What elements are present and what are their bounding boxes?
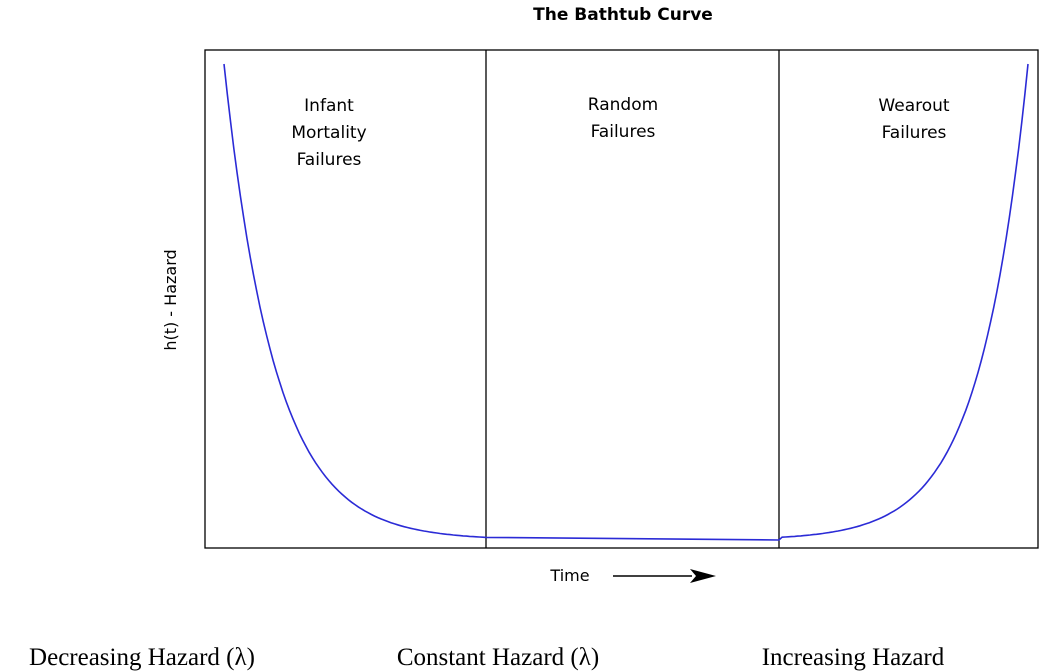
plot-area	[204, 49, 1039, 549]
x-axis-label: Time	[549, 566, 589, 585]
region-label-1: Infant Mortality Failures	[291, 96, 366, 170]
region-label-3: Wearout Failures	[878, 96, 949, 143]
hazard-label-2: Constant Hazard (λ)	[397, 644, 599, 671]
hazard-curve	[223, 63, 1029, 541]
hazard-labels: Decreasing Hazard (λ) Constant Hazard (λ)…	[29, 644, 945, 671]
x-axis-arrow	[613, 569, 716, 583]
region-labels: Infant Mortality Failures Random Failures Wea…	[291, 95, 950, 170]
y-axis-label: h(t) - Hazard	[161, 249, 180, 350]
region-label-2: Random Failures	[588, 95, 658, 142]
chart-title: The Bathtub Curve	[533, 5, 713, 25]
hazard-label-1: Decreasing Hazard (λ)	[29, 644, 255, 671]
hazard-label-3: Increasing Hazard	[762, 644, 945, 671]
